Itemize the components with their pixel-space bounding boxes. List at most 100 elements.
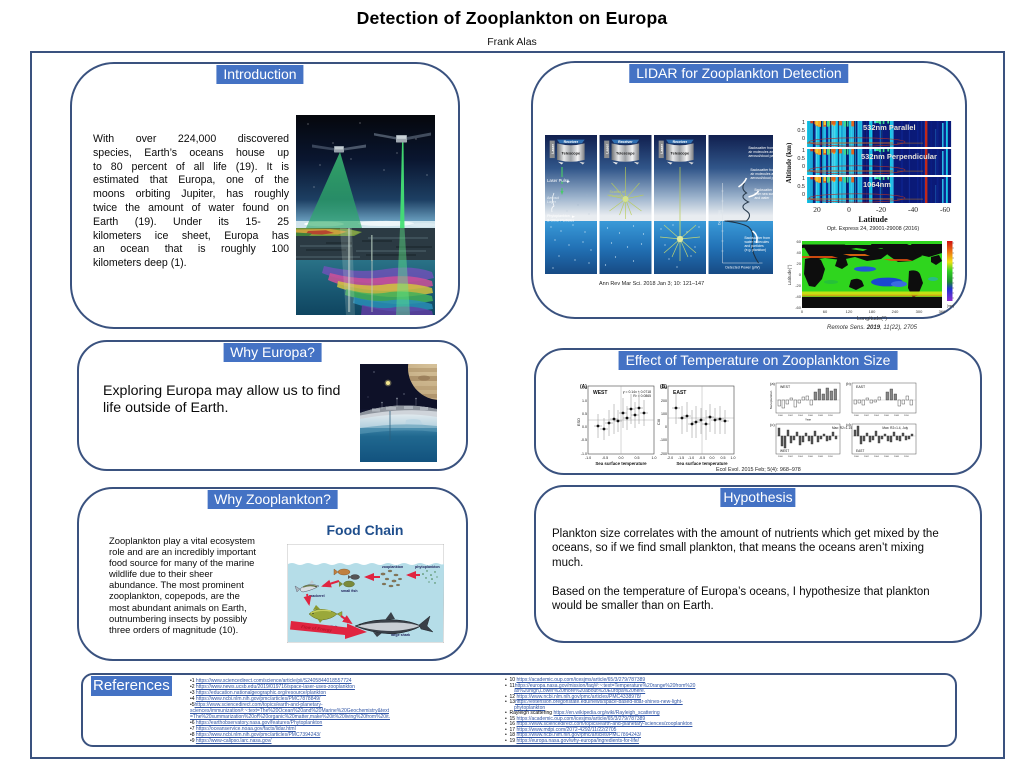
svg-text:0: 0 <box>802 136 805 142</box>
svg-text:Detected Power (pW): Detected Power (pW) <box>725 266 759 270</box>
svg-text:water molecules: water molecules <box>745 240 770 244</box>
svg-text:phytoplankton: phytoplankton <box>415 565 440 569</box>
svg-text:60: 60 <box>797 239 802 244</box>
svg-text:2010: 2010 <box>828 456 834 458</box>
svg-text:Opt. Express 24, 29001-29008 (: Opt. Express 24, 29001-29008 (2016) <box>827 226 920 232</box>
svg-text:small fish: small fish <box>341 589 358 593</box>
svg-text:0.0: 0.0 <box>710 456 715 460</box>
svg-text:Scatter of: Scatter of <box>610 190 625 194</box>
svg-text:2004: 2004 <box>798 456 804 458</box>
svg-text:Longitude(°): Longitude(°) <box>857 316 887 322</box>
svg-text:-60: -60 <box>940 205 950 214</box>
svg-text:200: 200 <box>661 399 667 403</box>
svg-text:(c): (c) <box>770 422 775 427</box>
svg-text:Flow of Energy: Flow of Energy <box>301 624 333 633</box>
svg-text:Sea surface temperature: Sea surface temperature <box>595 461 647 466</box>
svg-text:1.0: 1.0 <box>582 399 587 403</box>
svg-text:from sea surface: from sea surface <box>755 192 774 196</box>
svg-text:Altitude (km): Altitude (km) <box>785 142 793 183</box>
svg-text:0: 0 <box>799 272 802 277</box>
svg-text:2004: 2004 <box>798 415 804 417</box>
svg-text:zooplankton: zooplankton <box>382 565 403 569</box>
svg-text:300: 300 <box>916 309 923 314</box>
svg-text:(d): (d) <box>846 422 852 427</box>
svg-text:2006: 2006 <box>884 456 890 458</box>
svg-text:-60: -60 <box>795 305 802 310</box>
svg-text:1.0: 1.0 <box>731 456 736 460</box>
svg-text:Photons: Photons <box>610 194 623 198</box>
svg-text:Laser Pulse: Laser Pulse <box>547 178 570 183</box>
svg-text:0.5: 0.5 <box>797 156 805 162</box>
svg-text:180: 180 <box>869 309 876 314</box>
svg-text:Year: Year <box>805 418 811 422</box>
svg-text:R² = 0.0865: R² = 0.0865 <box>633 394 651 398</box>
svg-text:2008: 2008 <box>894 415 900 417</box>
svg-text:-40: -40 <box>908 205 918 214</box>
svg-text:WEST: WEST <box>780 449 789 453</box>
svg-text:2006: 2006 <box>808 415 814 417</box>
svg-text:0: 0 <box>802 192 805 198</box>
svg-text:1.5: 1.5 <box>582 386 587 390</box>
svg-text:EAST: EAST <box>856 449 864 453</box>
svg-text:(A): (A) <box>580 384 587 390</box>
svg-text:1064nm: 1064nm <box>863 180 891 189</box>
svg-text:0.5: 0.5 <box>582 412 587 416</box>
svg-text:Max: R2=1.4, July: Max: R2=1.4, July <box>882 426 908 430</box>
svg-text:0: 0 <box>802 164 805 170</box>
svg-text:1.0: 1.0 <box>652 456 657 460</box>
svg-text:-1.0: -1.0 <box>585 456 591 460</box>
svg-text:60: 60 <box>823 309 828 314</box>
svg-text:large shark: large shark <box>391 633 410 637</box>
svg-text:Sea surface temperature: Sea surface temperature <box>676 461 728 466</box>
svg-text:-20: -20 <box>795 283 802 288</box>
svg-text:ESD: ESD <box>576 418 581 426</box>
svg-text:EAST: EAST <box>673 390 686 396</box>
svg-text:Backscatter from: Backscatter from <box>745 236 771 240</box>
svg-text:2000: 2000 <box>854 415 860 417</box>
svg-text:2006: 2006 <box>808 456 814 458</box>
svg-text:Layer: Layer <box>547 200 557 204</box>
svg-text:-40: -40 <box>795 294 802 299</box>
svg-text:-0.5: -0.5 <box>581 438 587 442</box>
svg-text:0.5: 0.5 <box>721 456 726 460</box>
svg-text:CIII: CIII <box>656 419 661 425</box>
svg-text:2000: 2000 <box>854 456 860 458</box>
svg-text:2002: 2002 <box>788 415 794 417</box>
svg-text:360: 360 <box>939 309 946 314</box>
svg-text:2000: 2000 <box>778 415 784 417</box>
svg-text:-2.0: -2.0 <box>667 456 673 460</box>
svg-text:& Other Particles: & Other Particles <box>547 219 574 223</box>
svg-text:532nm Parallel: 532nm Parallel <box>863 123 916 132</box>
svg-text:120: 120 <box>846 309 853 314</box>
svg-text:y = 0.14x + 0.0718: y = 0.14x + 0.0718 <box>623 390 651 394</box>
svg-text:Max: R2=1.14, Feb: Max: R2=1.14, Feb <box>832 426 859 430</box>
svg-text:air molecules and: air molecules and <box>751 172 774 176</box>
svg-text:aerosol/cloud particles: aerosol/cloud particles <box>751 176 774 180</box>
svg-text:-1.0: -1.0 <box>581 452 587 456</box>
svg-text:0: 0 <box>801 309 804 314</box>
svg-text:air molecules and: air molecules and <box>749 150 774 154</box>
svg-text:and particles: and particles <box>745 244 765 248</box>
svg-text:Backscatter: Backscatter <box>755 188 774 192</box>
svg-text:aerosol/cloud particles: aerosol/cloud particles <box>749 154 774 158</box>
svg-text:2004: 2004 <box>874 456 880 458</box>
svg-text:1: 1 <box>802 176 805 182</box>
svg-text:2002: 2002 <box>788 456 794 458</box>
svg-text:0.5: 0.5 <box>635 456 640 460</box>
svg-text:2004: 2004 <box>874 415 880 417</box>
svg-text:mackerel: mackerel <box>309 594 325 598</box>
svg-text:0: 0 <box>847 205 851 214</box>
svg-text:Depth (m): Depth (m) <box>718 210 722 225</box>
svg-text:240: 240 <box>892 309 899 314</box>
svg-text:1: 1 <box>802 148 805 154</box>
svg-text:300: 300 <box>661 386 667 390</box>
svg-text:[mm]: [mm] <box>947 304 954 308</box>
svg-text:20: 20 <box>797 261 802 266</box>
svg-text:20: 20 <box>813 205 821 214</box>
svg-text:and water: and water <box>755 196 771 200</box>
svg-text:0.0: 0.0 <box>619 456 624 460</box>
svg-text:2006: 2006 <box>884 415 890 417</box>
svg-text:2002: 2002 <box>864 415 870 417</box>
svg-text:-0.5: -0.5 <box>602 456 608 460</box>
svg-text:-20: -20 <box>876 205 886 214</box>
